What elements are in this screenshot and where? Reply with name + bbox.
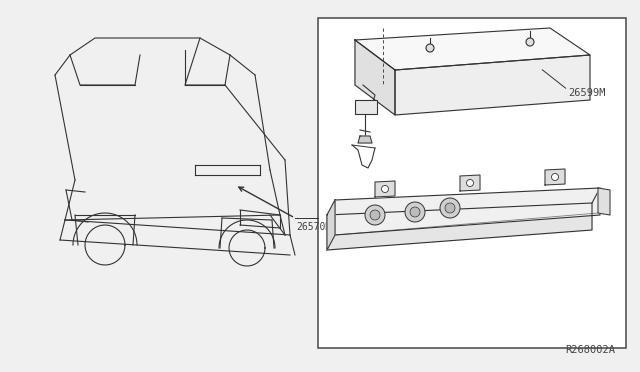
Polygon shape xyxy=(598,188,610,215)
Polygon shape xyxy=(375,181,395,197)
Circle shape xyxy=(467,180,474,186)
Text: 26599M: 26599M xyxy=(568,88,605,98)
Text: R268002A: R268002A xyxy=(565,345,615,355)
Circle shape xyxy=(552,173,559,180)
Polygon shape xyxy=(545,169,565,185)
Circle shape xyxy=(405,202,425,222)
Bar xyxy=(318,18,626,348)
Polygon shape xyxy=(395,55,590,115)
Bar xyxy=(355,100,377,114)
Circle shape xyxy=(426,44,434,52)
Polygon shape xyxy=(327,200,335,250)
Polygon shape xyxy=(327,203,592,250)
Polygon shape xyxy=(358,136,372,143)
Circle shape xyxy=(526,38,534,46)
Polygon shape xyxy=(335,188,600,235)
Circle shape xyxy=(370,210,380,220)
Circle shape xyxy=(440,198,460,218)
Text: 26570M: 26570M xyxy=(296,222,332,232)
Circle shape xyxy=(445,203,455,213)
Polygon shape xyxy=(355,28,590,70)
Polygon shape xyxy=(355,40,395,115)
Circle shape xyxy=(365,205,385,225)
Circle shape xyxy=(410,207,420,217)
Circle shape xyxy=(381,186,388,192)
Polygon shape xyxy=(460,175,480,191)
